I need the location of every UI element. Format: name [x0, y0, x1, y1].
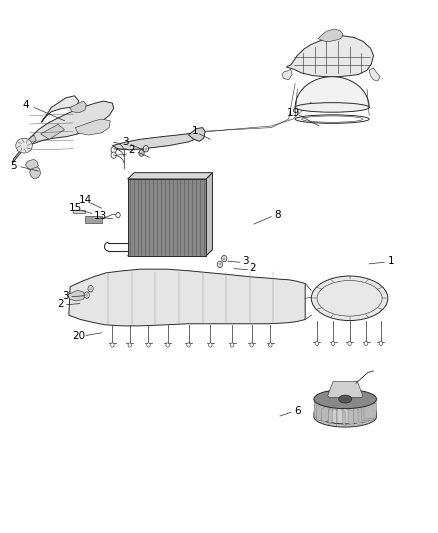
Text: 13: 13 — [94, 211, 107, 221]
Text: 2: 2 — [129, 145, 135, 155]
Polygon shape — [318, 29, 343, 42]
Circle shape — [250, 343, 253, 347]
Text: 20: 20 — [72, 332, 85, 342]
Text: 3: 3 — [63, 290, 69, 301]
Circle shape — [364, 341, 368, 345]
Ellipse shape — [339, 395, 352, 403]
Circle shape — [348, 341, 351, 345]
Circle shape — [116, 213, 120, 217]
Polygon shape — [127, 249, 212, 256]
Polygon shape — [42, 96, 79, 122]
Polygon shape — [369, 68, 380, 81]
Polygon shape — [364, 397, 374, 415]
Polygon shape — [30, 167, 41, 179]
Polygon shape — [113, 133, 196, 150]
Text: 19: 19 — [286, 108, 300, 118]
Text: 15: 15 — [69, 203, 82, 213]
Text: 4: 4 — [22, 100, 28, 110]
Circle shape — [217, 261, 223, 268]
Ellipse shape — [314, 403, 377, 424]
Circle shape — [230, 343, 234, 347]
Circle shape — [143, 146, 148, 152]
Polygon shape — [206, 173, 212, 256]
Polygon shape — [336, 408, 337, 427]
Polygon shape — [353, 408, 362, 425]
Text: 5: 5 — [10, 161, 17, 171]
Polygon shape — [41, 124, 64, 139]
Text: 6: 6 — [294, 406, 300, 416]
Polygon shape — [286, 36, 374, 77]
Text: 3: 3 — [242, 256, 248, 266]
Circle shape — [88, 286, 93, 292]
Circle shape — [187, 343, 190, 347]
Polygon shape — [188, 127, 205, 141]
Ellipse shape — [295, 115, 369, 123]
Circle shape — [331, 341, 335, 345]
Ellipse shape — [311, 276, 388, 320]
Circle shape — [139, 150, 144, 156]
Polygon shape — [365, 400, 376, 417]
Circle shape — [222, 255, 227, 262]
Polygon shape — [328, 393, 337, 410]
Circle shape — [268, 343, 272, 347]
Polygon shape — [362, 395, 369, 413]
Polygon shape — [127, 179, 206, 256]
Text: 14: 14 — [78, 195, 92, 205]
Polygon shape — [75, 119, 110, 135]
Circle shape — [315, 341, 319, 345]
Polygon shape — [321, 405, 329, 424]
Text: 8: 8 — [275, 209, 281, 220]
Polygon shape — [314, 400, 326, 415]
Polygon shape — [69, 269, 305, 326]
Polygon shape — [25, 159, 39, 171]
Text: 1: 1 — [388, 256, 394, 266]
Polygon shape — [127, 173, 212, 179]
Ellipse shape — [314, 406, 377, 427]
Text: 2: 2 — [250, 263, 256, 273]
Polygon shape — [321, 395, 332, 411]
Text: 1: 1 — [192, 126, 198, 136]
Circle shape — [166, 343, 170, 347]
Circle shape — [111, 147, 116, 153]
Circle shape — [111, 152, 116, 158]
Polygon shape — [343, 408, 345, 427]
Polygon shape — [282, 69, 292, 80]
Polygon shape — [348, 408, 354, 427]
Polygon shape — [295, 77, 369, 108]
Ellipse shape — [314, 390, 377, 409]
Polygon shape — [317, 397, 329, 413]
Polygon shape — [358, 393, 362, 411]
Polygon shape — [362, 405, 374, 421]
Polygon shape — [358, 407, 369, 424]
Polygon shape — [345, 391, 348, 410]
Polygon shape — [73, 210, 85, 214]
Polygon shape — [67, 290, 85, 301]
Polygon shape — [70, 101, 86, 113]
Circle shape — [111, 343, 114, 347]
Ellipse shape — [295, 103, 369, 112]
Polygon shape — [364, 403, 376, 418]
Circle shape — [208, 343, 212, 347]
Polygon shape — [12, 101, 114, 163]
Text: 3: 3 — [122, 137, 129, 147]
Polygon shape — [22, 135, 36, 150]
Circle shape — [128, 343, 131, 347]
Circle shape — [379, 341, 383, 345]
Ellipse shape — [16, 138, 32, 153]
Polygon shape — [336, 391, 343, 410]
Polygon shape — [353, 391, 354, 410]
Circle shape — [84, 292, 89, 298]
Polygon shape — [317, 403, 326, 421]
Polygon shape — [328, 407, 332, 425]
Polygon shape — [85, 216, 102, 223]
Polygon shape — [328, 382, 363, 398]
Polygon shape — [314, 402, 325, 418]
Text: 2: 2 — [57, 298, 64, 309]
Circle shape — [147, 343, 150, 347]
